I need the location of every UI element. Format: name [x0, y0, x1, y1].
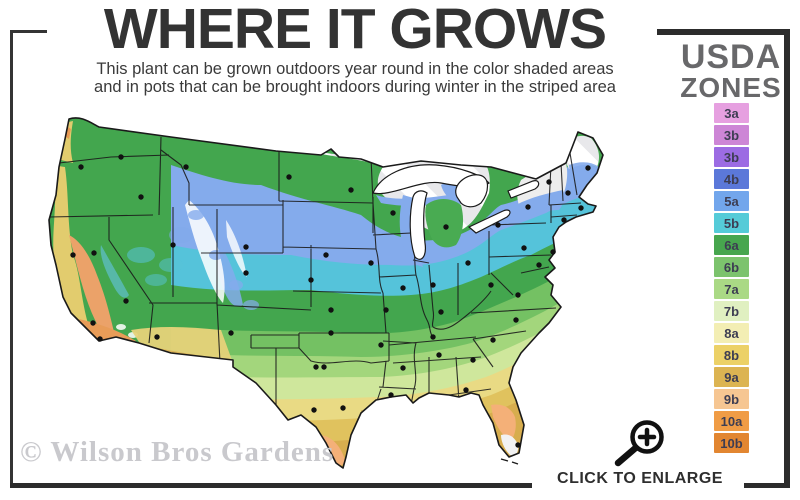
page-title: WHERE IT GROWS [103, 0, 607, 61]
zone-swatch-1-3b: 3b [714, 125, 749, 145]
florida-keys [500, 458, 519, 465]
zone-swatch-12-9a: 9a [714, 367, 749, 387]
frame-bottom-right-border [744, 483, 790, 488]
zone-swatch-3-4b: 4b [714, 169, 749, 189]
zone-swatch-15-10b: 10b [714, 433, 749, 453]
zone-swatch-9-7b: 7b [714, 301, 749, 321]
usda-heading-line-1: USDA [680, 38, 782, 76]
zone-swatch-0-3a: 3a [714, 103, 749, 123]
frame-right-border [784, 29, 790, 488]
zone-swatch-7-6b: 6b [714, 257, 749, 277]
lake-ontario [507, 180, 540, 199]
lake-superior [372, 164, 490, 195]
usda-heading-line-2: ZONES [680, 72, 782, 103]
frame-left-border [10, 30, 13, 487]
click-to-enlarge-label[interactable]: CLICK TO ENLARGE [557, 470, 723, 487]
zone-swatch-13-9b: 9b [714, 389, 749, 409]
usda-zones-heading: USDA ZONES [666, 40, 796, 102]
great-lakes [372, 164, 540, 260]
zone-swatch-11-8b: 8b [714, 345, 749, 365]
click-to-enlarge-control[interactable]: CLICK TO ENLARGE [545, 414, 735, 488]
frame-top-left-bracket [10, 30, 47, 33]
us-outline [48, 117, 604, 469]
zone-swatch-10-8a: 8a [714, 323, 749, 343]
usa-map-svg[interactable] [20, 105, 652, 477]
header: WHERE IT GROWS This plant can be grown o… [30, 0, 680, 96]
lake-huron [455, 174, 489, 208]
subtitle-line-1: This plant can be grown outdoors year ro… [96, 60, 614, 78]
watermark: © Wilson Bros Gardens [20, 436, 335, 468]
zone-swatch-14-10a: 10a [714, 411, 749, 431]
city-dots [70, 154, 591, 448]
usda-zones-list: 3a 3b 3b 4b 5a 5b 6a 6b 7a 7b 8a 8b 9a 9b 10a 10b [714, 103, 750, 455]
zone-swatch-6-6a: 6a [714, 235, 749, 255]
frame-bottom-left-border [10, 483, 532, 488]
subtitle: This plant can be grown outdoors year ro… [30, 60, 680, 96]
frame-top-right-border [657, 29, 790, 35]
state-borders [49, 136, 582, 414]
zone-swatch-4-5a: 5a [714, 191, 749, 211]
zone-swatch-8-7a: 7a [714, 279, 749, 299]
zone-swatch-5-5b: 5b [714, 213, 749, 233]
lake-erie [467, 209, 511, 234]
zone-swatch-2-3b: 3b [714, 147, 749, 167]
magnifier-zoom-icon[interactable] [609, 414, 671, 468]
hardiness-zone-map[interactable] [20, 105, 652, 477]
subtitle-line-2: and in pots that can be brought indoors … [94, 78, 616, 96]
lake-michigan [409, 190, 428, 260]
